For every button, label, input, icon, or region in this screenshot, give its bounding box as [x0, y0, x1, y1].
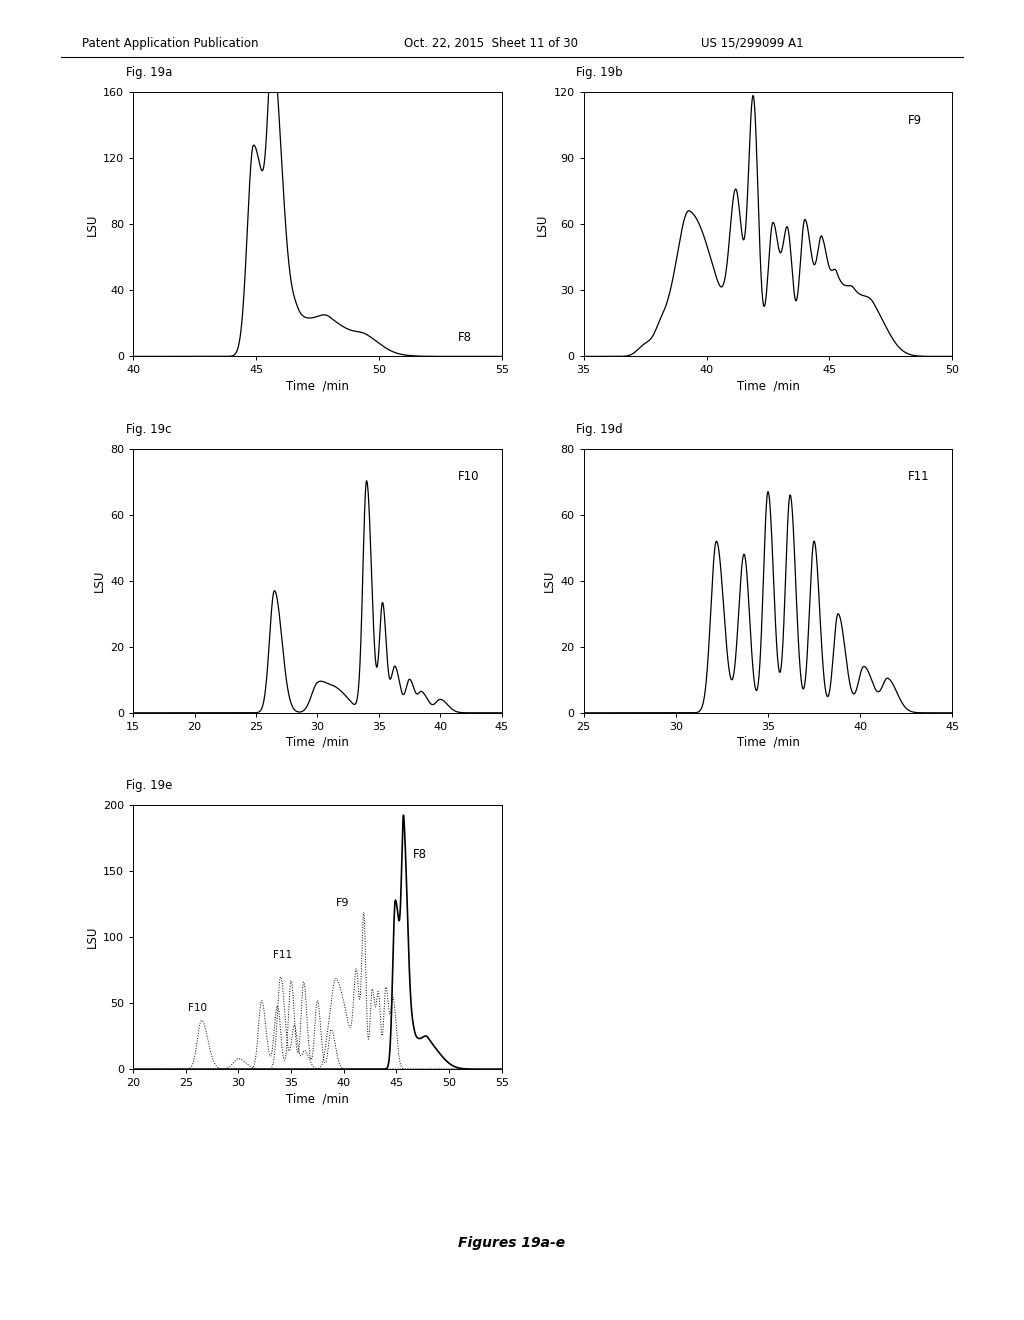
Text: F11: F11: [908, 470, 930, 483]
X-axis label: Time  /min: Time /min: [736, 737, 800, 748]
Text: F8: F8: [414, 847, 427, 861]
X-axis label: Time  /min: Time /min: [286, 1093, 349, 1105]
Y-axis label: LSU: LSU: [93, 570, 105, 591]
X-axis label: Time  /min: Time /min: [286, 380, 349, 392]
Text: F9: F9: [336, 898, 349, 908]
Text: Figures 19a-e: Figures 19a-e: [459, 1237, 565, 1250]
X-axis label: Time  /min: Time /min: [736, 380, 800, 392]
Text: Patent Application Publication: Patent Application Publication: [82, 37, 258, 50]
Y-axis label: LSU: LSU: [544, 570, 556, 591]
Y-axis label: LSU: LSU: [86, 927, 98, 948]
Text: Fig. 19d: Fig. 19d: [577, 422, 623, 436]
Text: Fig. 19b: Fig. 19b: [577, 66, 623, 79]
Text: F8: F8: [458, 330, 471, 343]
Text: F10: F10: [188, 1003, 208, 1014]
Text: Fig. 19c: Fig. 19c: [126, 422, 171, 436]
Y-axis label: LSU: LSU: [537, 214, 549, 235]
Text: Oct. 22, 2015  Sheet 11 of 30: Oct. 22, 2015 Sheet 11 of 30: [404, 37, 579, 50]
Text: Fig. 19a: Fig. 19a: [126, 66, 172, 79]
Text: F10: F10: [458, 470, 479, 483]
Text: Fig. 19e: Fig. 19e: [126, 779, 172, 792]
X-axis label: Time  /min: Time /min: [286, 737, 349, 748]
Text: F11: F11: [273, 950, 292, 961]
Y-axis label: LSU: LSU: [86, 214, 98, 235]
Text: US 15/299099 A1: US 15/299099 A1: [701, 37, 804, 50]
Text: F9: F9: [908, 114, 923, 127]
